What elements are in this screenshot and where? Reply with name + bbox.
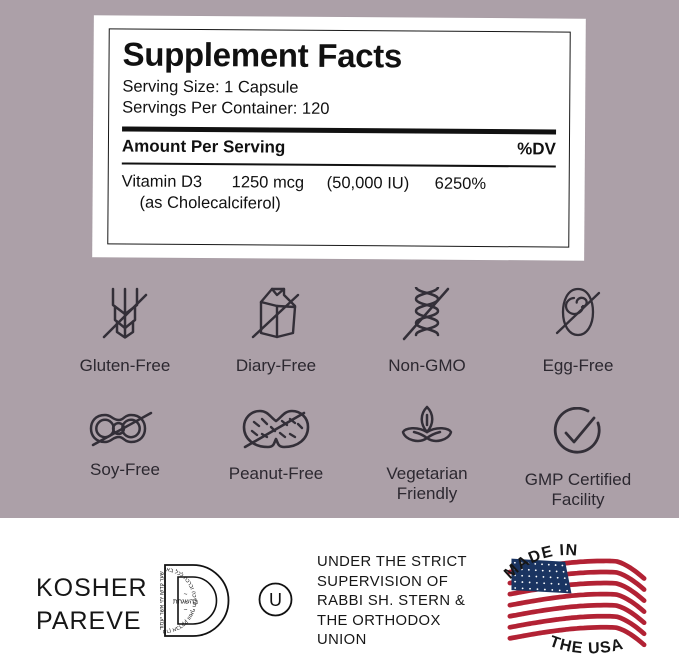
svg-text:~: ~	[184, 591, 188, 598]
svg-text:~: ~	[184, 607, 188, 614]
svg-text:בהשגחת: בהשגחת	[173, 599, 198, 606]
svg-text:MADE IN: MADE IN	[501, 542, 579, 583]
svg-text:U: U	[269, 590, 282, 610]
svg-text:THE USA: THE USA	[547, 633, 625, 657]
